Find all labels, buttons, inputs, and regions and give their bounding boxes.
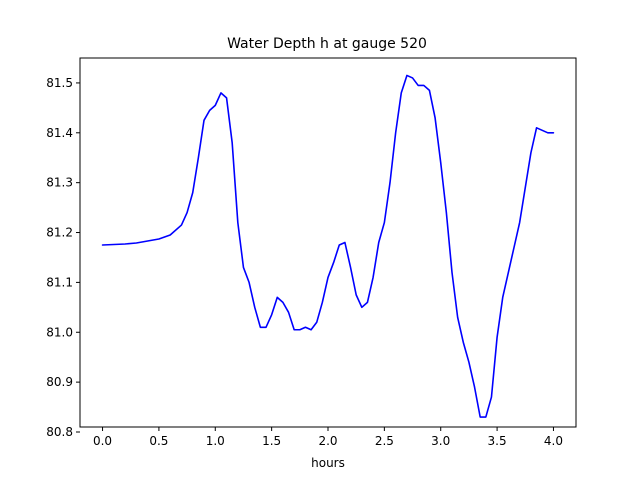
- y-tick-label: 81.3: [46, 176, 73, 190]
- x-axis: 0.0 0.5 1.0 1.5 2.0 2.5 3.0 3.5 4.0: [93, 427, 563, 448]
- plot-frame: [79, 57, 577, 428]
- x-tick-label: 1.5: [262, 434, 281, 448]
- x-tick-label: 2.5: [375, 434, 394, 448]
- y-axis: 80.8 80.9 81.0 81.1 81.2 81.3 81.4 81.5: [46, 76, 80, 439]
- y-tick-label: 81.4: [46, 126, 73, 140]
- y-tick-label: 81.0: [46, 325, 73, 339]
- plot-area: [79, 57, 577, 428]
- y-tick-label: 81.2: [46, 226, 73, 240]
- x-axis-label: hours: [311, 456, 345, 470]
- y-tick-label: 81.5: [46, 76, 73, 90]
- y-tick-label: 80.8: [46, 425, 73, 439]
- x-tick-label: 0.0: [93, 434, 112, 448]
- x-tick-label: 4.0: [544, 434, 563, 448]
- chart-title: Water Depth h at gauge 520: [227, 36, 427, 52]
- y-tick-label: 81.1: [46, 275, 73, 289]
- x-tick-label: 2.0: [318, 434, 337, 448]
- x-tick-label: 0.5: [149, 434, 168, 448]
- x-tick-label: 1.0: [206, 434, 225, 448]
- x-tick-label: 3.5: [488, 434, 507, 448]
- series-line-0: [101, 74, 555, 418]
- x-tick-label: 3.0: [431, 434, 450, 448]
- y-tick-label: 80.9: [46, 375, 73, 389]
